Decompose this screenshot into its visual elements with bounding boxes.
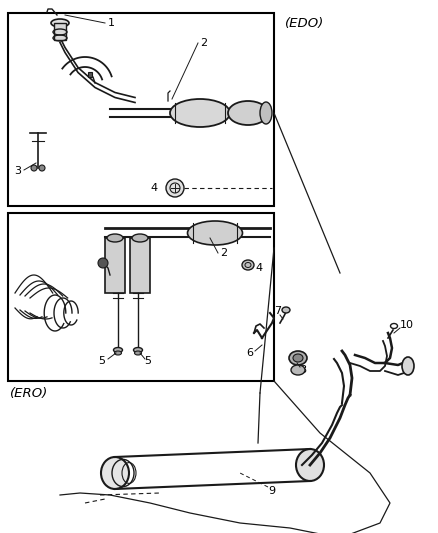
Text: 7: 7: [275, 306, 282, 316]
Bar: [8, 13, 274, 206]
Text: 5: 5: [145, 356, 152, 366]
Ellipse shape: [293, 354, 303, 362]
Ellipse shape: [51, 19, 69, 27]
Bar: [130, 238, 150, 293]
Circle shape: [166, 179, 184, 197]
Ellipse shape: [170, 99, 230, 127]
Ellipse shape: [114, 351, 121, 355]
Ellipse shape: [132, 234, 148, 242]
Ellipse shape: [107, 234, 123, 242]
Text: (ERO): (ERO): [10, 386, 48, 400]
Circle shape: [39, 165, 45, 171]
Ellipse shape: [134, 348, 142, 352]
Ellipse shape: [289, 351, 307, 365]
Circle shape: [31, 165, 37, 171]
Text: 2: 2: [200, 38, 207, 48]
Text: 4: 4: [151, 183, 158, 193]
Text: (EDO): (EDO): [285, 17, 324, 29]
Text: 3: 3: [14, 166, 21, 176]
Text: 10: 10: [400, 320, 414, 330]
Ellipse shape: [242, 260, 254, 270]
Text: 5: 5: [99, 356, 106, 366]
Text: 2: 2: [220, 248, 227, 258]
Ellipse shape: [296, 449, 324, 481]
Ellipse shape: [113, 348, 123, 352]
Text: 6: 6: [247, 348, 254, 358]
Text: 9: 9: [268, 486, 276, 496]
Text: 1: 1: [108, 18, 115, 28]
Ellipse shape: [402, 357, 414, 375]
Ellipse shape: [282, 307, 290, 313]
Circle shape: [98, 258, 108, 268]
Ellipse shape: [187, 221, 243, 245]
Bar: [88, 72, 92, 77]
Bar: [54, 23, 66, 40]
Bar: [105, 238, 125, 293]
Text: 8: 8: [300, 365, 307, 375]
Text: 4: 4: [255, 263, 262, 273]
Bar: [8, 213, 274, 381]
Ellipse shape: [228, 101, 268, 125]
Ellipse shape: [291, 365, 305, 375]
Ellipse shape: [260, 102, 272, 124]
Ellipse shape: [134, 351, 141, 355]
Ellipse shape: [101, 457, 129, 489]
